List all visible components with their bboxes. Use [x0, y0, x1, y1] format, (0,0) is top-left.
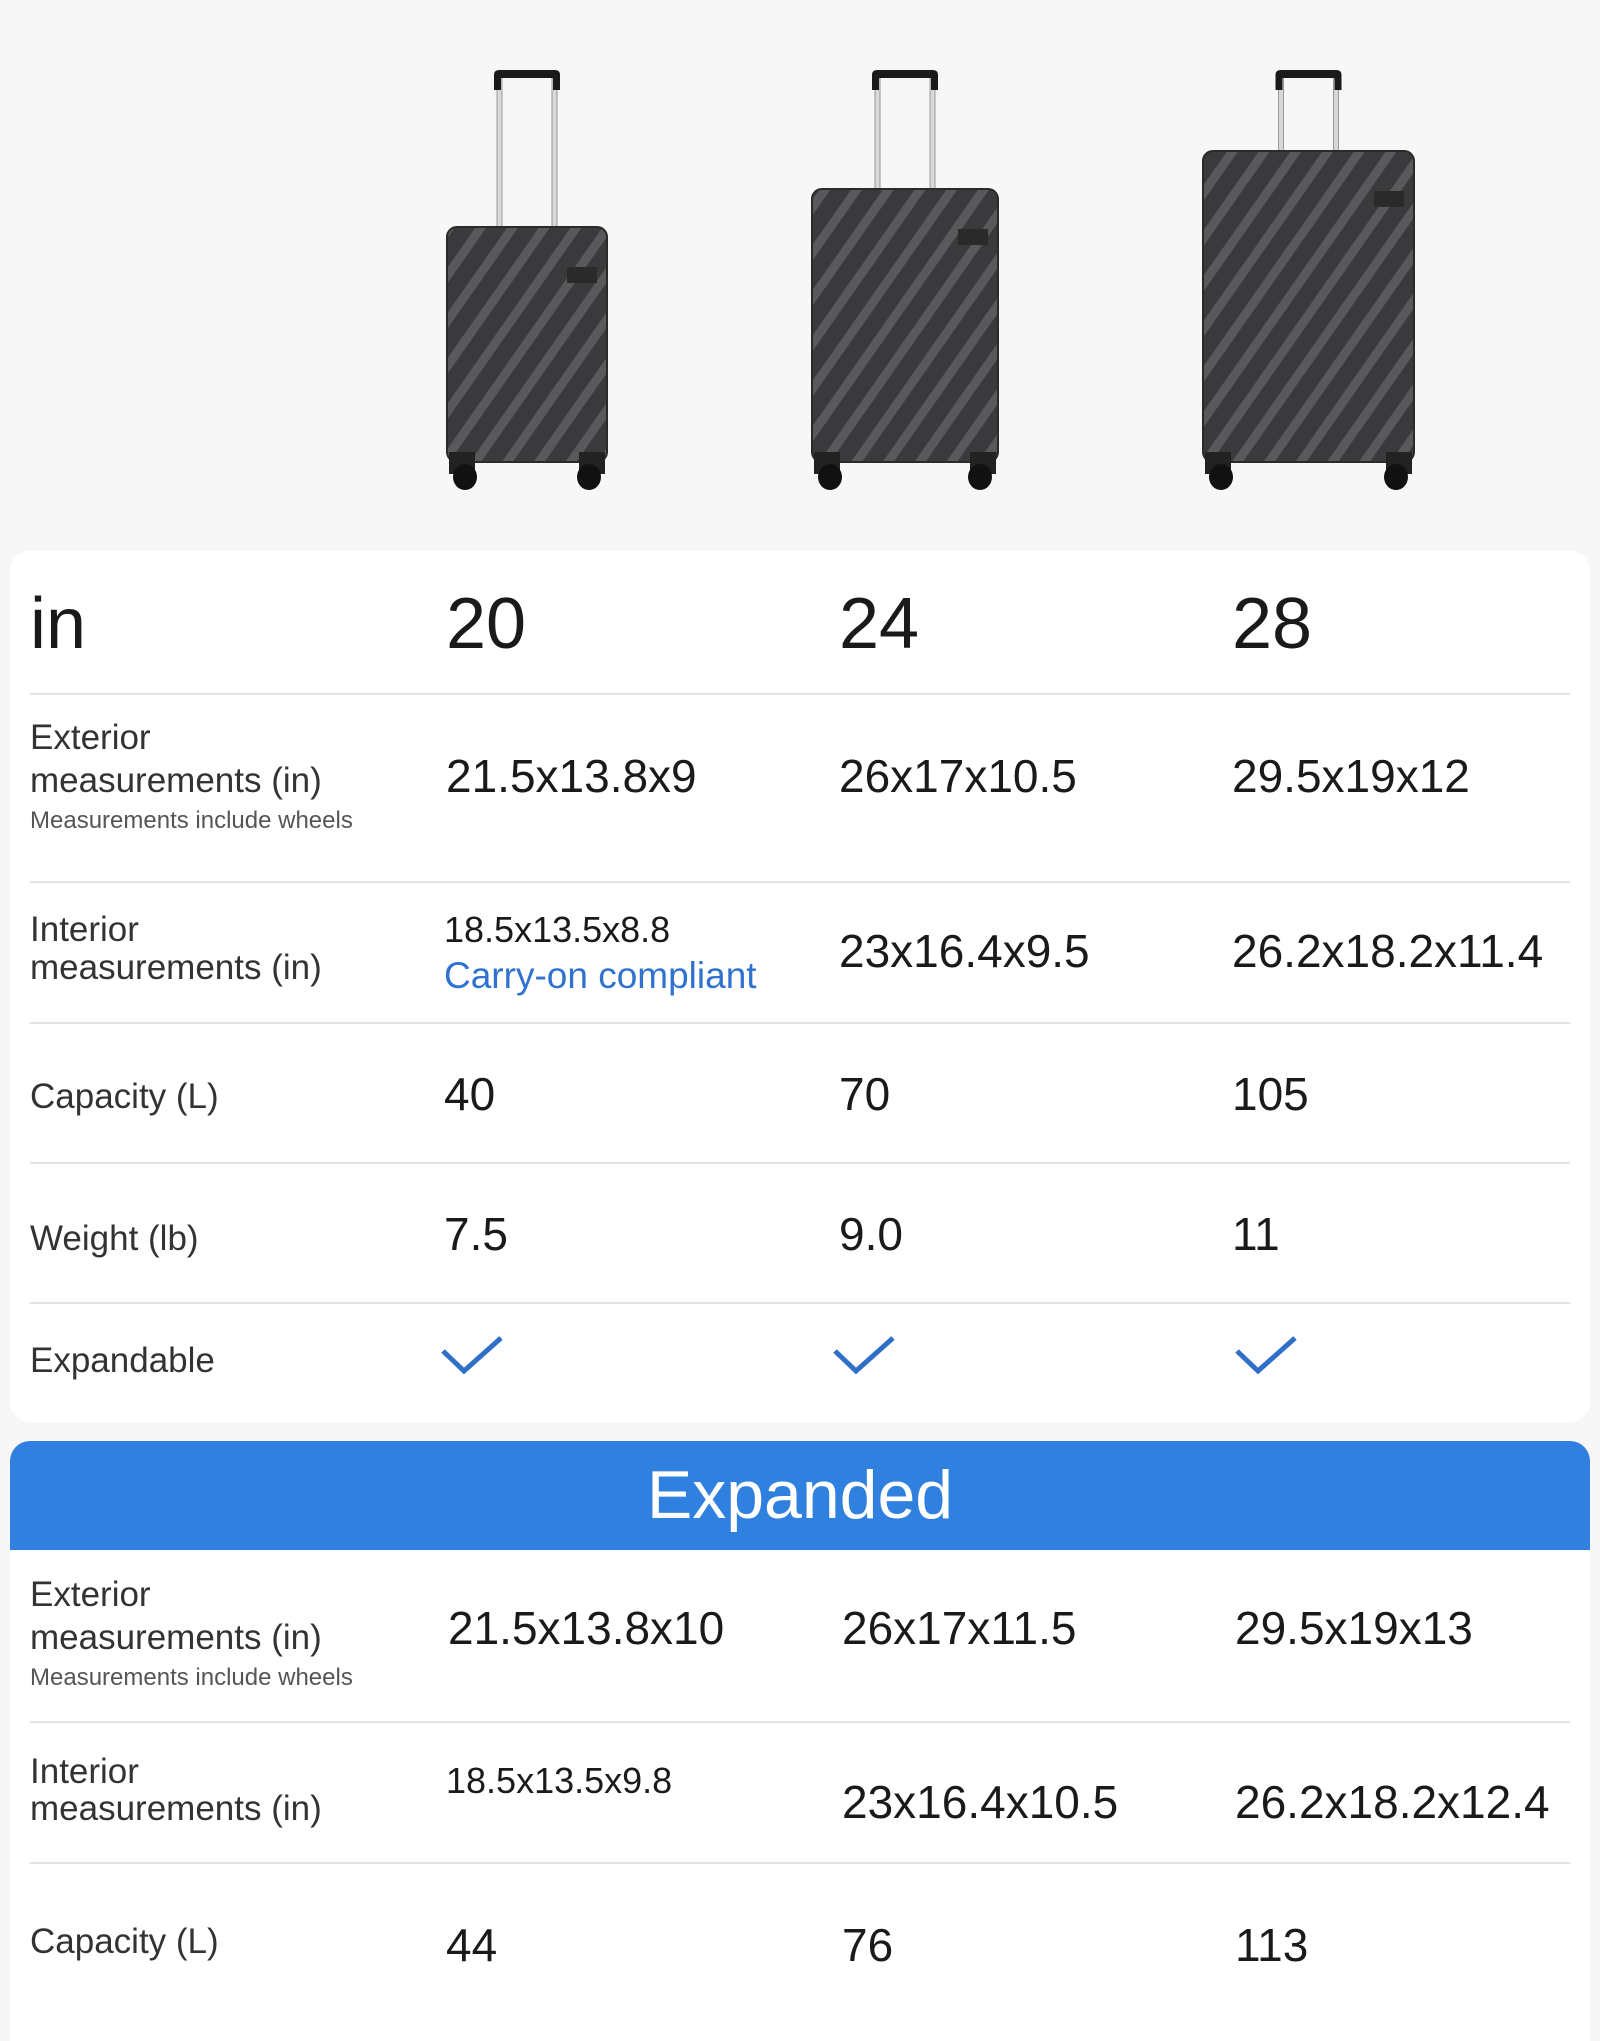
size-20-header: 20: [446, 584, 527, 664]
expanded-title: Expanded: [646, 1457, 954, 1533]
interior-value: 18.5x13.5x9.8: [446, 1760, 673, 1801]
unit-label: in: [30, 584, 87, 664]
carry-on-compliant-link[interactable]: Carry-on compliant: [444, 955, 757, 996]
checkmark-icon: [1235, 1336, 1297, 1375]
size-24-header: 24: [839, 584, 920, 664]
interior-label-2: measurements (in): [30, 948, 322, 987]
exterior-value: 29.5x19x13: [1235, 1602, 1473, 1654]
interior-label: Interior: [30, 910, 139, 949]
size-28-header: 28: [1232, 584, 1313, 664]
expanded-banner: Expanded: [10, 1441, 1590, 1550]
exterior-label: Exterior: [30, 1575, 151, 1614]
capacity-value: 76: [842, 1919, 894, 1971]
interior-value: 26.2x18.2x11.4: [1232, 925, 1544, 977]
suitcase-icon: [1202, 70, 1415, 490]
exterior-label-2: measurements (in): [30, 761, 322, 800]
checkmark-icon: [441, 1336, 503, 1375]
divider: [30, 1862, 1570, 1864]
interior-value: 18.5x13.5x8.8: [444, 909, 671, 950]
exterior-value: 29.5x19x12: [1232, 750, 1470, 802]
capacity-value: 40: [444, 1068, 496, 1120]
capacity-value: 70: [839, 1068, 891, 1120]
suitcase-icon: [811, 70, 999, 490]
checkmark-icon: [833, 1336, 895, 1375]
exterior-value: 26x17x11.5: [842, 1602, 1077, 1654]
interior-value: 23x16.4x9.5: [839, 925, 1090, 977]
expanded-card: Expanded Exterior measurements (in) Meas…: [10, 1441, 1590, 2041]
capacity-value: 113: [1235, 1919, 1309, 1971]
specs-card: in 20 24 28 Exterior measurements (in) M…: [10, 551, 1590, 1422]
capacity-value: 44: [446, 1919, 498, 1971]
exterior-value: 26x17x10.5: [839, 750, 1077, 802]
weight-value: 7.5: [444, 1208, 508, 1260]
exterior-value: 21.5x13.8x10: [448, 1602, 725, 1654]
capacity-value: 105: [1232, 1068, 1309, 1120]
divider: [30, 1302, 1570, 1304]
exterior-label-2: measurements (in): [30, 1618, 322, 1657]
product-images: [446, 70, 1415, 490]
interior-label-2: measurements (in): [30, 1789, 322, 1828]
capacity-label: Capacity (L): [30, 1077, 219, 1116]
divider: [30, 1721, 1570, 1723]
exterior-value: 21.5x13.8x9: [446, 750, 697, 802]
suitcase-icon: [446, 70, 608, 490]
weight-value: 11: [1232, 1208, 1280, 1260]
interior-value: 23x16.4x10.5: [842, 1776, 1119, 1828]
capacity-label: Capacity (L): [30, 1922, 219, 1961]
interior-value: 26.2x18.2x12.4: [1235, 1776, 1550, 1828]
interior-label: Interior: [30, 1752, 139, 1791]
weight-value: 9.0: [839, 1208, 903, 1260]
divider: [30, 1162, 1570, 1164]
exterior-label: Exterior: [30, 718, 151, 757]
exterior-note: Measurements include wheels: [30, 807, 353, 834]
expandable-label: Expandable: [30, 1341, 215, 1380]
divider: [30, 881, 1570, 883]
exterior-note: Measurements include wheels: [30, 1664, 353, 1691]
weight-label: Weight (lb): [30, 1219, 199, 1258]
divider: [30, 1022, 1570, 1024]
divider: [30, 693, 1570, 695]
